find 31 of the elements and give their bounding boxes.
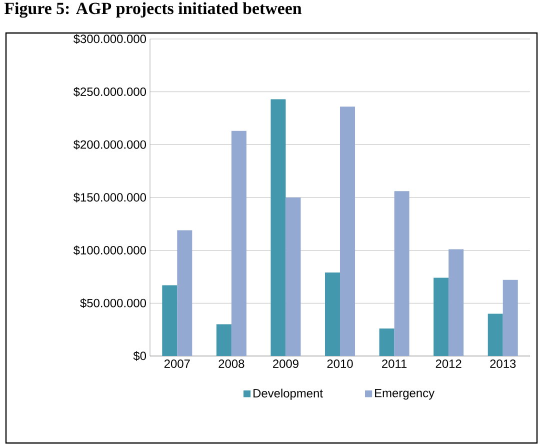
bar: [162, 285, 178, 356]
legend-label: Emergency: [375, 388, 434, 400]
chart-title: Figure 5: AGP projects initiated between: [4, 2, 302, 18]
y-tick-label: $100.000.000: [73, 246, 146, 256]
bar: [270, 99, 286, 356]
y-tick-label: $50.000.000: [80, 298, 146, 308]
x-tick-label: 2010: [327, 360, 353, 368]
x-tick-label: 2009: [273, 360, 298, 368]
bar: [434, 278, 449, 356]
bar: [231, 130, 246, 356]
y-tick-label: $250.000.000: [73, 87, 146, 97]
x-tick-label: 2013: [490, 360, 516, 368]
y-tick-label: $150.000.000: [73, 192, 146, 202]
x-tick-label: 2012: [436, 360, 462, 368]
bar: [502, 280, 518, 356]
bar: [448, 249, 464, 356]
x-tick-label: 2007: [164, 360, 190, 368]
bar: [325, 272, 340, 356]
bar: [286, 198, 301, 356]
legend-label: Development: [254, 388, 323, 400]
x-tick-label: 2011: [382, 360, 407, 368]
bar: [216, 324, 232, 356]
y-tick-label: $0: [133, 351, 146, 361]
x-tick-label: 2008: [218, 360, 244, 368]
bar: [379, 328, 394, 356]
bar: [177, 230, 192, 356]
bar: [394, 191, 410, 356]
bar: [340, 106, 356, 356]
y-tick-label: $200.000.000: [73, 140, 146, 150]
bar: [488, 314, 503, 356]
y-tick-label: $300.000.000: [73, 34, 146, 44]
